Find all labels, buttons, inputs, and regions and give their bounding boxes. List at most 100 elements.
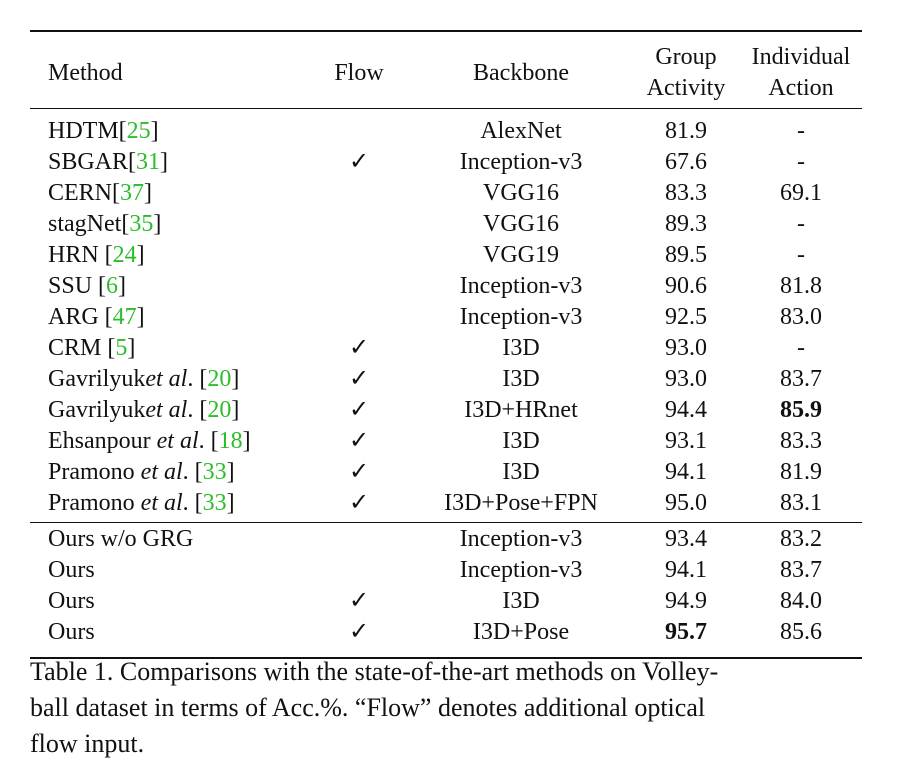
table-row: Ours ✓ I3D+Pose 95.7 85.6 (30, 617, 862, 648)
backbone-cell: I3D+Pose+FPN (444, 490, 598, 516)
individual-action-cell: 81.8 (780, 273, 822, 299)
cite-close-bracket: ] (160, 149, 169, 175)
cite-close-bracket: ] (144, 180, 153, 206)
cite-close-bracket: ] (226, 459, 235, 485)
method-et-al: et al (140, 459, 183, 485)
backbone-cell: Inception-v3 (459, 273, 583, 299)
method-suffix: . (187, 366, 200, 392)
flow-check-cell: ✓ (348, 619, 370, 645)
cite-close-bracket: ] (136, 304, 145, 330)
method-et-al: et al (145, 366, 188, 392)
header-backbone: Backbone (473, 59, 569, 86)
cite-close-bracket: ] (118, 273, 127, 299)
method-cell: ARG [47] (30, 302, 308, 333)
group-activity-cell: 81.9 (665, 118, 707, 144)
individual-action-cell: - (797, 335, 805, 361)
bottom-rule (30, 657, 862, 659)
header-group-line2: Activity (646, 75, 726, 101)
flow-check-cell (308, 116, 410, 147)
table-row: Ours w/o GRG Inception-v3 93.4 83.2 (30, 524, 862, 555)
method-suffix: . (187, 397, 200, 423)
backbone-cell: VGG16 (483, 211, 559, 237)
cite-close-bracket: ] (150, 118, 159, 144)
citation-number: 6 (106, 273, 119, 299)
citation-number: 35 (129, 211, 154, 237)
table-row: Ehsanpour et al. [18] ✓ I3D 93.1 83.3 (30, 426, 862, 457)
method-name: stagNet (48, 211, 122, 237)
group-activity-cell: 89.5 (665, 242, 707, 268)
caption-line: flow input. (30, 729, 145, 758)
table-row: SBGAR[31] ✓ Inception-v3 67.6 - (30, 147, 862, 178)
individual-action-cell: 69.1 (780, 180, 822, 206)
cite-open-bracket: [ (104, 242, 113, 268)
method-name: Gavrilyuk (48, 397, 146, 423)
cite-close-bracket: ] (153, 211, 162, 237)
method-suffix: . (198, 428, 211, 454)
method-cell: CERN[37] (30, 178, 308, 209)
individual-action-cell: 83.3 (780, 428, 822, 454)
cite-close-bracket: ] (127, 335, 136, 361)
header-group-line1: Group (655, 44, 717, 70)
cite-close-bracket: ] (242, 428, 251, 454)
ours-table: Ours w/o GRG Inception-v3 93.4 83.2 Ours Ince… (30, 524, 862, 648)
flow-check-cell: ✓ (348, 149, 370, 175)
table-row: Gavrilyuket al. [20] ✓ I3D 93.0 83.7 (30, 364, 862, 395)
cite-open-bracket: [ (199, 397, 208, 423)
header-flow: Flow (334, 59, 384, 86)
backbone-cell: Inception-v3 (459, 149, 583, 175)
cite-open-bracket: [ (194, 459, 203, 485)
method-name: Pramono (48, 490, 141, 516)
cite-close-bracket: ] (226, 490, 235, 516)
flow-check-cell (308, 178, 410, 209)
table-row: HDTM[25] AlexNet 81.9 - (30, 116, 862, 147)
header-method: Method (48, 59, 123, 86)
cite-open-bracket: [ (104, 304, 113, 330)
group-activity-cell: 92.5 (665, 304, 707, 330)
table-row: stagNet[35] VGG16 89.3 - (30, 209, 862, 240)
flow-check-cell (308, 240, 410, 271)
individual-action-cell: - (797, 211, 805, 237)
flow-check-cell (308, 271, 410, 302)
backbone-cell: Inception-v3 (459, 557, 583, 583)
backbone-cell: I3D+Pose (472, 619, 570, 645)
individual-action-cell: 83.0 (780, 304, 822, 330)
header-rule (30, 108, 862, 109)
backbone-cell: Inception-v3 (459, 304, 583, 330)
cite-close-bracket: ] (231, 397, 240, 423)
cite-open-bracket: [ (121, 211, 130, 237)
flow-check-cell (308, 302, 410, 333)
table-row: HRN [24] VGG19 89.5 - (30, 240, 862, 271)
cite-open-bracket: [ (199, 366, 208, 392)
cite-open-bracket: [ (210, 428, 219, 454)
backbone-cell: I3D (502, 588, 540, 614)
prior-methods-table: HDTM[25] AlexNet 81.9- SBGAR[31] ✓ Inception-… (30, 116, 862, 519)
method-cell: Ours w/o GRG (30, 524, 308, 555)
method-name: Ours (48, 588, 95, 614)
method-name: SBGAR (48, 149, 129, 175)
method-name: Ehsanpour (48, 428, 157, 454)
group-activity-cell: 93.0 (665, 366, 707, 392)
individual-action-cell: 83.7 (780, 557, 822, 583)
cite-close-bracket: ] (231, 366, 240, 392)
citation-number: 20 (207, 366, 232, 392)
flow-check-cell: ✓ (348, 366, 370, 392)
citation-number: 31 (136, 149, 161, 175)
method-et-al: et al (140, 490, 183, 516)
individual-action-cell: - (797, 149, 805, 175)
citation-number: 20 (207, 397, 232, 423)
header-individual-line1: Individual (751, 44, 851, 70)
method-cell: Ours (30, 617, 308, 648)
method-name: Pramono (48, 459, 141, 485)
table-row: Pramono et al. [33] ✓ I3D+Pose+FPN 95.0 83.1 (30, 488, 862, 519)
method-name: CERN (48, 180, 113, 206)
cite-open-bracket: [ (194, 490, 203, 516)
caption-line: Table 1. Comparisons with the state-of-t… (30, 657, 719, 686)
flow-check-cell: ✓ (348, 459, 370, 485)
table-caption: Table 1. Comparisons with the state-of-t… (30, 654, 830, 762)
citation-number: 33 (202, 490, 227, 516)
backbone-cell: I3D (502, 428, 540, 454)
method-cell: SBGAR[31] (30, 147, 308, 178)
flow-check-cell: ✓ (348, 335, 370, 361)
table-row: CERN[37] VGG16 83.3 69.1 (30, 178, 862, 209)
method-cell: Pramono et al. [33] (30, 488, 308, 519)
